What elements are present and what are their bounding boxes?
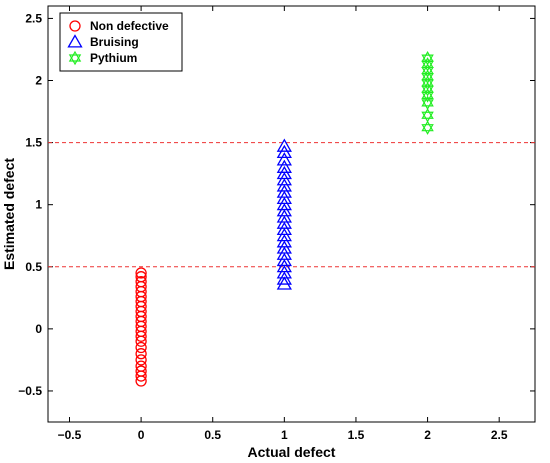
hexagram-part <box>421 75 434 87</box>
hexagram-part <box>421 63 434 75</box>
legend-label: Bruising <box>90 35 139 49</box>
non-defective-point <box>135 267 147 279</box>
x-tick-label: 2.5 <box>491 428 508 442</box>
x-tick-label: 1.5 <box>348 428 365 442</box>
chart-marks: −0.5 0 0.5 1 1.5 2 2.5 −0.5 0 0.5 1 1.5 2 2.5 <box>18 5 536 442</box>
x-tick-label: 0 <box>138 428 145 442</box>
hexagram-part <box>68 54 82 66</box>
y-axis-label: Estimated defect <box>1 158 17 270</box>
y-tick-label: 2.5 <box>25 11 42 25</box>
x-axis-label: Actual defect <box>248 444 336 460</box>
bruising-point <box>276 152 292 166</box>
hexagram-part <box>421 111 434 123</box>
legend-label: Pythium <box>90 51 137 65</box>
hexagram-part <box>421 54 434 66</box>
hexagram-part <box>421 95 434 107</box>
y-tick-label: 1.5 <box>25 136 42 150</box>
non-defective-point <box>135 360 147 372</box>
circle-legend-icon <box>69 20 81 32</box>
non-defective-point <box>135 276 147 288</box>
y-tick-label: 0.5 <box>25 260 42 274</box>
y-tick-label: −0.5 <box>18 384 42 398</box>
triangle-legend-icon <box>67 34 83 48</box>
pythium-point <box>421 95 434 111</box>
y-tick-label: 2 <box>35 74 42 88</box>
non-defective-point <box>135 341 147 354</box>
non-defective-point <box>135 354 147 366</box>
pythium-point <box>421 50 434 66</box>
bruising-point <box>276 276 292 290</box>
hexagram-legend-icon <box>68 50 82 66</box>
plot-frame <box>47 5 536 423</box>
bruising-point <box>276 159 292 173</box>
non-defective-point <box>135 365 147 377</box>
legend: Non defective Bruising Pythium <box>59 12 183 72</box>
hexagram-part <box>421 124 434 135</box>
hexagram-part <box>421 81 434 93</box>
bruising-point <box>276 138 292 152</box>
hexagram-part <box>68 50 82 62</box>
hexagram-part <box>421 57 434 68</box>
hexagram-part <box>421 69 434 81</box>
legend-label: Non defective <box>90 19 169 33</box>
x-tick-label: 0.5 <box>204 428 221 442</box>
non-defective-point <box>135 348 147 360</box>
x-tick-label: 1 <box>281 428 288 442</box>
hexagram-part <box>421 120 434 132</box>
x-tick-label: −0.5 <box>58 428 82 442</box>
hexagram-part <box>421 108 434 119</box>
pythium-point <box>421 108 434 123</box>
y-tick-label: 1 <box>35 198 42 212</box>
x-tick-label: 2 <box>424 428 431 442</box>
y-tick-label: 0 <box>35 322 42 336</box>
hexagram-part <box>421 50 434 62</box>
pythium-point <box>421 120 434 135</box>
hexagram-part <box>421 99 434 111</box>
hexagram-part <box>421 88 434 100</box>
non-defective-point <box>135 271 147 283</box>
